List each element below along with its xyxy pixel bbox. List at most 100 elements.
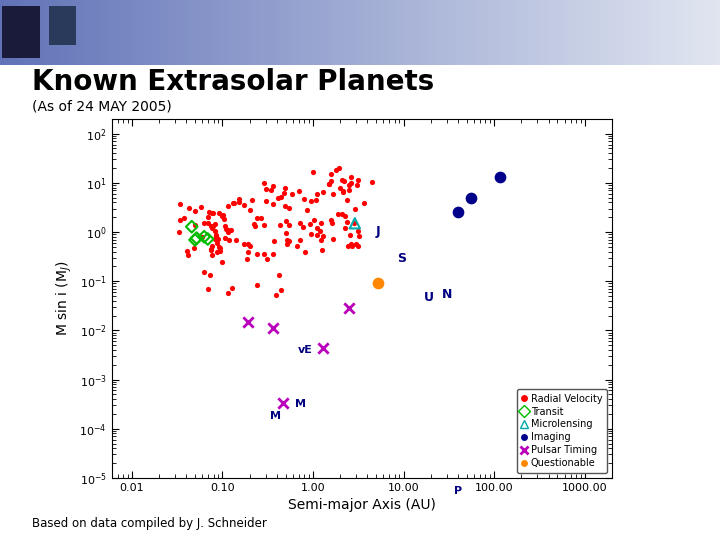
Text: Based on data compiled by J. Schneider: Based on data compiled by J. Schneider [32, 517, 267, 530]
Point [310, 196, 321, 205]
Point [210, 232, 222, 241]
Bar [29, 0, 32, 65]
Bar [414, 0, 418, 65]
Point [267, 324, 279, 333]
Bar [374, 0, 378, 65]
Point [311, 231, 323, 239]
Bar [331, 0, 335, 65]
Point [268, 237, 279, 246]
Point [210, 220, 221, 228]
Bar [90, 0, 94, 65]
Point [203, 208, 215, 217]
Bar [86, 0, 90, 65]
Legend: Radial Velocity, Transit, Microlensing, Imaging, Pulsar Timing, Questionable: Radial Velocity, Transit, Microlensing, … [517, 389, 607, 473]
Point [233, 195, 245, 204]
Bar [580, 0, 583, 65]
Point [337, 187, 348, 196]
Point [214, 244, 225, 253]
Text: P: P [454, 485, 462, 496]
Point [346, 178, 357, 187]
Point [222, 289, 233, 298]
Point [276, 193, 287, 201]
Point [205, 221, 217, 230]
Bar [155, 0, 158, 65]
Bar [187, 0, 191, 65]
Bar [536, 0, 540, 65]
Bar [11, 0, 14, 65]
Point [241, 254, 253, 263]
Bar [403, 0, 407, 65]
Bar [212, 0, 216, 65]
Point [299, 194, 310, 203]
Bar [270, 0, 274, 65]
Bar [133, 0, 137, 65]
Bar [97, 0, 101, 65]
Bar [583, 0, 587, 65]
Point [189, 220, 200, 229]
Point [336, 210, 348, 219]
Bar [302, 0, 306, 65]
Point [343, 180, 354, 189]
Point [334, 184, 346, 193]
Bar [162, 0, 166, 65]
Bar [119, 0, 122, 65]
Bar [349, 0, 353, 65]
Point [292, 242, 303, 251]
Point [230, 235, 242, 244]
Point [182, 251, 194, 259]
Bar [551, 0, 554, 65]
Bar [173, 0, 176, 65]
Bar [281, 0, 284, 65]
Bar [616, 0, 619, 65]
Bar [101, 0, 104, 65]
Point [282, 240, 293, 248]
Point [214, 209, 225, 218]
Bar [310, 0, 313, 65]
Text: (As of 24 MAY 2005): (As of 24 MAY 2005) [32, 100, 172, 114]
Bar [274, 0, 277, 65]
Text: M: M [270, 411, 281, 421]
Point [174, 228, 185, 237]
Bar [263, 0, 266, 65]
Bar [2, 6, 40, 58]
Point [186, 222, 197, 231]
Bar [43, 0, 47, 65]
Bar [320, 0, 324, 65]
Point [318, 188, 329, 197]
Bar [446, 0, 450, 65]
Bar [184, 0, 187, 65]
Bar [648, 0, 652, 65]
Bar [515, 0, 518, 65]
Point [346, 242, 358, 251]
Bar [256, 0, 259, 65]
Point [327, 190, 338, 199]
Point [252, 213, 264, 222]
Point [307, 168, 319, 177]
Bar [547, 0, 551, 65]
Text: vE: vE [297, 345, 312, 355]
Bar [130, 0, 133, 65]
Bar [338, 0, 342, 65]
Bar [176, 0, 180, 65]
Point [211, 231, 222, 239]
Bar [695, 0, 698, 65]
Bar [590, 0, 594, 65]
Bar [655, 0, 659, 65]
Point [351, 181, 363, 190]
Bar [497, 0, 500, 65]
Point [346, 239, 357, 248]
Point [189, 235, 201, 244]
Point [223, 236, 235, 245]
Point [214, 247, 225, 255]
Bar [76, 0, 79, 65]
Bar [364, 0, 367, 65]
Bar [461, 0, 464, 65]
Bar [680, 0, 684, 65]
Point [227, 284, 238, 292]
Bar [558, 0, 562, 65]
Point [202, 219, 214, 227]
Bar [68, 0, 72, 65]
Point [228, 199, 240, 207]
Point [207, 222, 219, 231]
Bar [479, 0, 482, 65]
